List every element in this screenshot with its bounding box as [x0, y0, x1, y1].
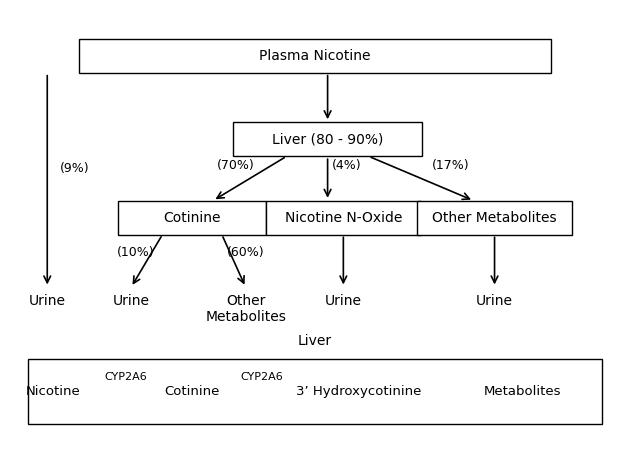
Text: Plasma Nicotine: Plasma Nicotine	[260, 49, 370, 63]
Text: Nicotine N-Oxide: Nicotine N-Oxide	[285, 211, 402, 225]
Text: (10%): (10%)	[117, 246, 154, 259]
Text: CYP2A6: CYP2A6	[240, 372, 283, 382]
Text: (60%): (60%)	[227, 246, 265, 259]
Text: CYP2A6: CYP2A6	[105, 372, 147, 382]
Text: Cotinine: Cotinine	[164, 385, 220, 398]
Text: (17%): (17%)	[432, 159, 469, 172]
Text: (9%): (9%)	[60, 162, 89, 175]
FancyBboxPatch shape	[118, 201, 266, 234]
Text: Cotinine: Cotinine	[163, 211, 221, 225]
FancyBboxPatch shape	[79, 40, 551, 73]
Text: Urine: Urine	[29, 294, 66, 308]
Text: Metabolites: Metabolites	[484, 385, 562, 398]
Text: (4%): (4%)	[332, 159, 362, 172]
FancyBboxPatch shape	[233, 123, 422, 156]
Text: Other
Metabolites: Other Metabolites	[205, 294, 286, 324]
FancyBboxPatch shape	[418, 201, 572, 234]
Text: Liver: Liver	[298, 334, 332, 348]
Text: (70%): (70%)	[217, 159, 255, 172]
Text: 3’ Hydroxycotinine: 3’ Hydroxycotinine	[296, 385, 422, 398]
Text: Urine: Urine	[476, 294, 513, 308]
FancyBboxPatch shape	[28, 359, 602, 424]
FancyBboxPatch shape	[266, 201, 421, 234]
Text: Nicotine: Nicotine	[26, 385, 81, 398]
Text: Urine: Urine	[325, 294, 362, 308]
Text: Other Metabolites: Other Metabolites	[432, 211, 557, 225]
Text: Urine: Urine	[113, 294, 149, 308]
Text: Liver (80 - 90%): Liver (80 - 90%)	[272, 132, 383, 146]
